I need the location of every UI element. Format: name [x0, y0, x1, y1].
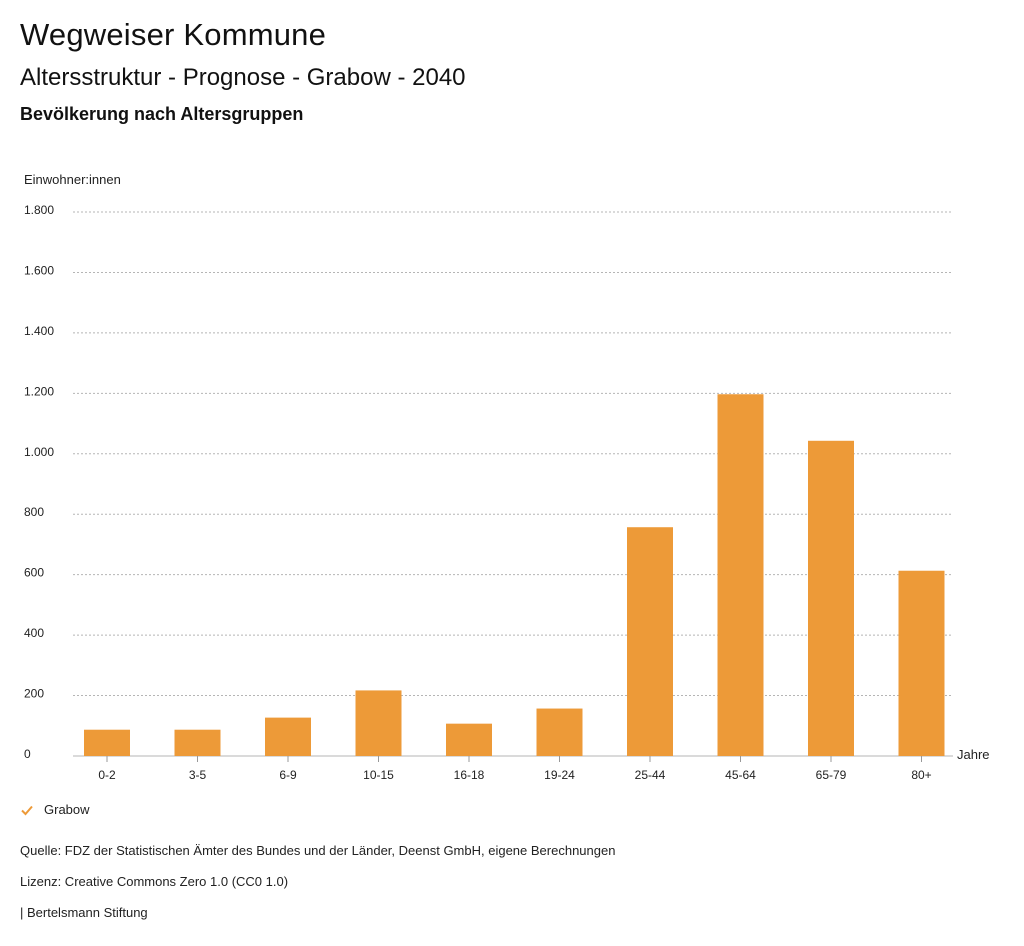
bar-chart: 0 200 400 600 800 1.000 1.200 1.400 1.600 1.800 0… — [24, 172, 990, 782]
check-icon — [21, 805, 33, 815]
y-tick-label: 400 — [24, 626, 44, 640]
x-tick-label: 0-2 — [98, 768, 116, 782]
publisher-note: | Bertelsmann Stiftung — [20, 905, 148, 920]
bar-6-9[interactable] — [265, 717, 311, 756]
y-tick-label: 1.000 — [24, 445, 54, 459]
x-axis-ticks: 0-2 3-5 6-9 10-15 16-18 19-24 25-44 45-64 65-79 8… — [98, 756, 932, 782]
chart-section-title: Bevölkerung nach Altersgruppen — [20, 104, 304, 124]
x-tick-label: 25-44 — [635, 768, 666, 782]
x-tick-label: 45-64 — [725, 768, 756, 782]
y-tick-label: 1.800 — [24, 203, 54, 217]
bar-19-24[interactable] — [536, 708, 583, 756]
bar-16-18[interactable] — [446, 723, 492, 756]
chart-subtitle: Altersstruktur - Prognose - Grabow - 204… — [20, 64, 466, 91]
y-tick-label: 800 — [24, 505, 44, 519]
license-note: Lizenz: Creative Commons Zero 1.0 (CC0 1… — [20, 874, 289, 889]
y-tick-label: 1.600 — [24, 263, 54, 277]
y-axis-label: Einwohner:innen — [24, 172, 121, 187]
x-tick-label: 16-18 — [454, 768, 485, 782]
y-tick-label: 1.400 — [24, 324, 54, 338]
bar-65-79[interactable] — [808, 440, 854, 756]
y-tick-label: 200 — [24, 687, 44, 701]
y-tick-label: 1.200 — [24, 384, 54, 398]
bar-0-2[interactable] — [84, 729, 130, 756]
y-tick-label: 600 — [24, 566, 44, 580]
x-tick-label: 65-79 — [816, 768, 847, 782]
y-axis-ticks: 0 200 400 600 800 1.000 1.200 1.400 1.600 1.800 — [24, 203, 54, 761]
legend-label: Grabow — [44, 802, 90, 817]
source-note: Quelle: FDZ der Statistischen Ämter des … — [20, 843, 616, 858]
x-tick-label: 6-9 — [279, 768, 297, 782]
legend-item-grabow[interactable]: Grabow — [20, 802, 90, 817]
bar-3-5[interactable] — [174, 729, 221, 756]
bar-45-64[interactable] — [717, 394, 764, 756]
bar-10-15[interactable] — [355, 690, 402, 756]
x-tick-label: 80+ — [911, 768, 931, 782]
grid-lines — [73, 211, 953, 757]
bar-25-44[interactable] — [627, 527, 673, 756]
page-title: Wegweiser Kommune — [20, 17, 327, 52]
y-tick-label: 0 — [24, 747, 31, 761]
bar-80+[interactable] — [898, 570, 945, 756]
x-tick-label: 10-15 — [363, 768, 394, 782]
bars — [84, 394, 945, 756]
x-axis-label: Jahre — [957, 747, 990, 762]
x-tick-label: 3-5 — [189, 768, 207, 782]
x-tick-label: 19-24 — [544, 768, 575, 782]
